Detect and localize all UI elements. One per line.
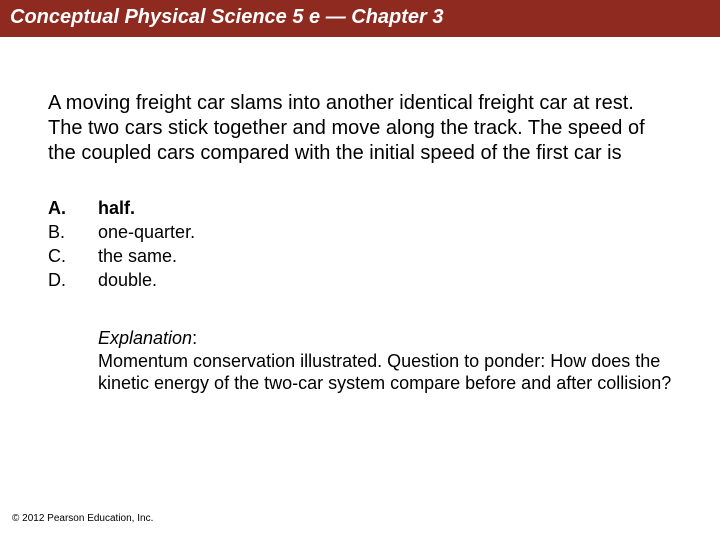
option-text: one-quarter.	[98, 222, 195, 243]
option-text: the same.	[98, 246, 177, 267]
explanation-text: Momentum conservation illustrated. Quest…	[98, 351, 671, 394]
option-row: B.one-quarter.	[48, 222, 672, 243]
options-list: A.half.B.one-quarter.C.the same.D.double…	[48, 198, 672, 291]
explanation-block: Explanation: Momentum conservation illus…	[98, 327, 672, 395]
question-text: A moving freight car slams into another …	[48, 91, 672, 166]
slide-content: A moving freight car slams into another …	[0, 37, 720, 395]
option-text: half.	[98, 198, 135, 219]
option-row: A.half.	[48, 198, 672, 219]
header-bar: Conceptual Physical Science 5 e — Chapte…	[0, 0, 720, 37]
header-title: Conceptual Physical Science 5 e — Chapte…	[10, 6, 710, 29]
option-row: C.the same.	[48, 246, 672, 267]
option-letter: C.	[48, 246, 98, 267]
option-text: double.	[98, 270, 157, 291]
option-row: D.double.	[48, 270, 672, 291]
option-letter: B.	[48, 222, 98, 243]
copyright-text: © 2012 Pearson Education, Inc.	[12, 513, 153, 524]
option-letter: A.	[48, 198, 98, 219]
explanation-label: Explanation	[98, 328, 192, 348]
explanation-colon: :	[192, 328, 197, 348]
option-letter: D.	[48, 270, 98, 291]
